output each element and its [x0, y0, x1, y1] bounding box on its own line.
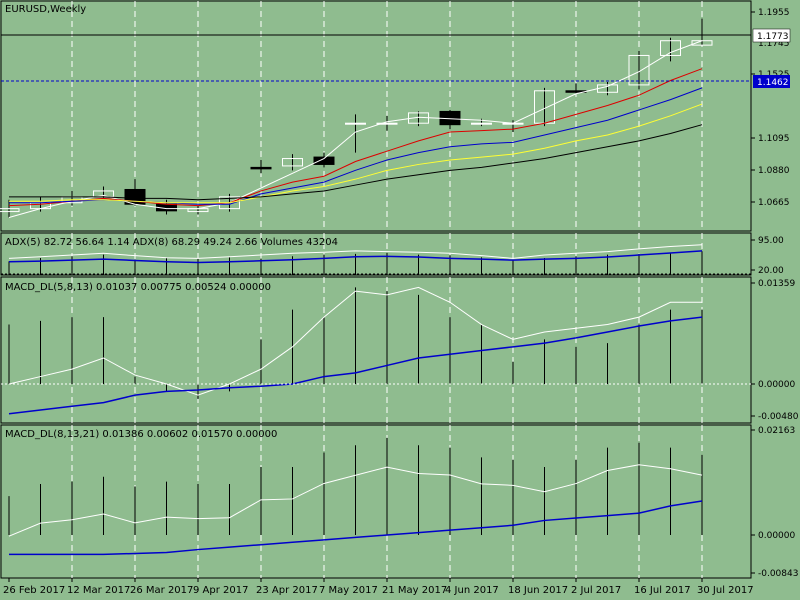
- macd1-tick: 0.00000: [758, 380, 795, 390]
- adx-label: ADX(5) 82.72 56.64 1.14 ADX(8) 68.29 49.…: [5, 237, 338, 248]
- time-label: 7 May 2017: [319, 585, 378, 596]
- candle-body: [628, 54, 650, 86]
- adx-main-line: [8, 244, 703, 259]
- price-series: [0, 18, 713, 218]
- macd1-axis: 0.01359 0.00000 -0.00480: [751, 279, 799, 422]
- price-tick: 1.1095: [758, 134, 790, 144]
- adx-series: [8, 244, 703, 275]
- svg-text:1.1462: 1.1462: [757, 78, 789, 88]
- adx-signal-line: [8, 250, 703, 264]
- time-label: 16 Jul 2017: [634, 585, 691, 596]
- adx-tick: 20.00: [758, 266, 784, 276]
- time-label: 9 Apr 2017: [193, 585, 248, 596]
- macd1-tick: -0.00480: [758, 412, 799, 422]
- price-tick: 1.0665: [758, 198, 790, 208]
- adx-tick: 95.00: [758, 236, 784, 246]
- candle-body: [376, 122, 398, 125]
- ma-yellow-line: [9, 103, 703, 204]
- macd2-label: MACD_DL(8,13,21) 0.01386 0.00602 0.01570…: [5, 429, 277, 440]
- macd2-main-line: [8, 464, 703, 537]
- level-price-tag: 1.1462: [753, 75, 790, 88]
- candle-body: [0, 208, 20, 213]
- adx-axis: 95.00 20.00: [751, 236, 784, 276]
- macd2-signal-line: [9, 500, 703, 556]
- macd1-label: MACD_DL(5,8,13) 0.01037 0.00775 0.00524 …: [5, 282, 271, 293]
- time-label: 2 Jul 2017: [571, 585, 621, 596]
- time-label: 26 Mar 2017: [130, 585, 193, 596]
- svg-text:1.1773: 1.1773: [757, 32, 789, 42]
- price-tick: 1.1745: [758, 39, 790, 49]
- macd1-series: [8, 286, 703, 415]
- ma-black-line: [9, 124, 703, 201]
- macd2-tick: -0.00843: [758, 569, 798, 579]
- macd2-series: [8, 437, 703, 556]
- adx-pane[interactable]: [0, 232, 752, 276]
- time-label: 4 Jun 2017: [445, 585, 499, 596]
- macd2-pane[interactable]: [0, 424, 752, 579]
- candle-body: [282, 158, 303, 167]
- macd1-main-line: [8, 286, 702, 396]
- time-label: 26 Feb 2017: [3, 585, 65, 596]
- price-pane[interactable]: [0, 0, 752, 232]
- time-label: 23 Apr 2017: [256, 585, 318, 596]
- candle-body: [660, 40, 681, 56]
- current-price-tag: 1.1773: [752, 28, 791, 43]
- price-tick: 1.1955: [758, 8, 790, 18]
- time-label: 30 Jul 2017: [697, 585, 754, 596]
- time-label: 18 Jun 2017: [508, 585, 568, 596]
- macd2-axis: 0.02163 0.00000 -0.00843: [751, 426, 798, 579]
- period-separators: [71, 1, 703, 578]
- macd1-pane[interactable]: [0, 276, 752, 424]
- macd1-tick: 0.01359: [758, 279, 795, 289]
- time-label: 12 Mar 2017: [67, 585, 130, 596]
- macd1-signal-line: [8, 316, 703, 415]
- time-label: 21 May 2017: [382, 585, 447, 596]
- candle-body: [250, 166, 272, 170]
- time-axis[interactable]: 26 Feb 2017 12 Mar 2017 26 Mar 2017 9 Apr 2…: [3, 578, 754, 596]
- macd2-tick: 0.00000: [758, 531, 795, 541]
- macd2-tick: 0.02163: [758, 426, 795, 436]
- chart-title: EURUSD,Weekly: [5, 4, 86, 15]
- candle-body: [471, 122, 492, 125]
- candle-body: [345, 122, 366, 125]
- candle-body: [313, 156, 335, 165]
- price-tick: 1.0880: [758, 166, 790, 176]
